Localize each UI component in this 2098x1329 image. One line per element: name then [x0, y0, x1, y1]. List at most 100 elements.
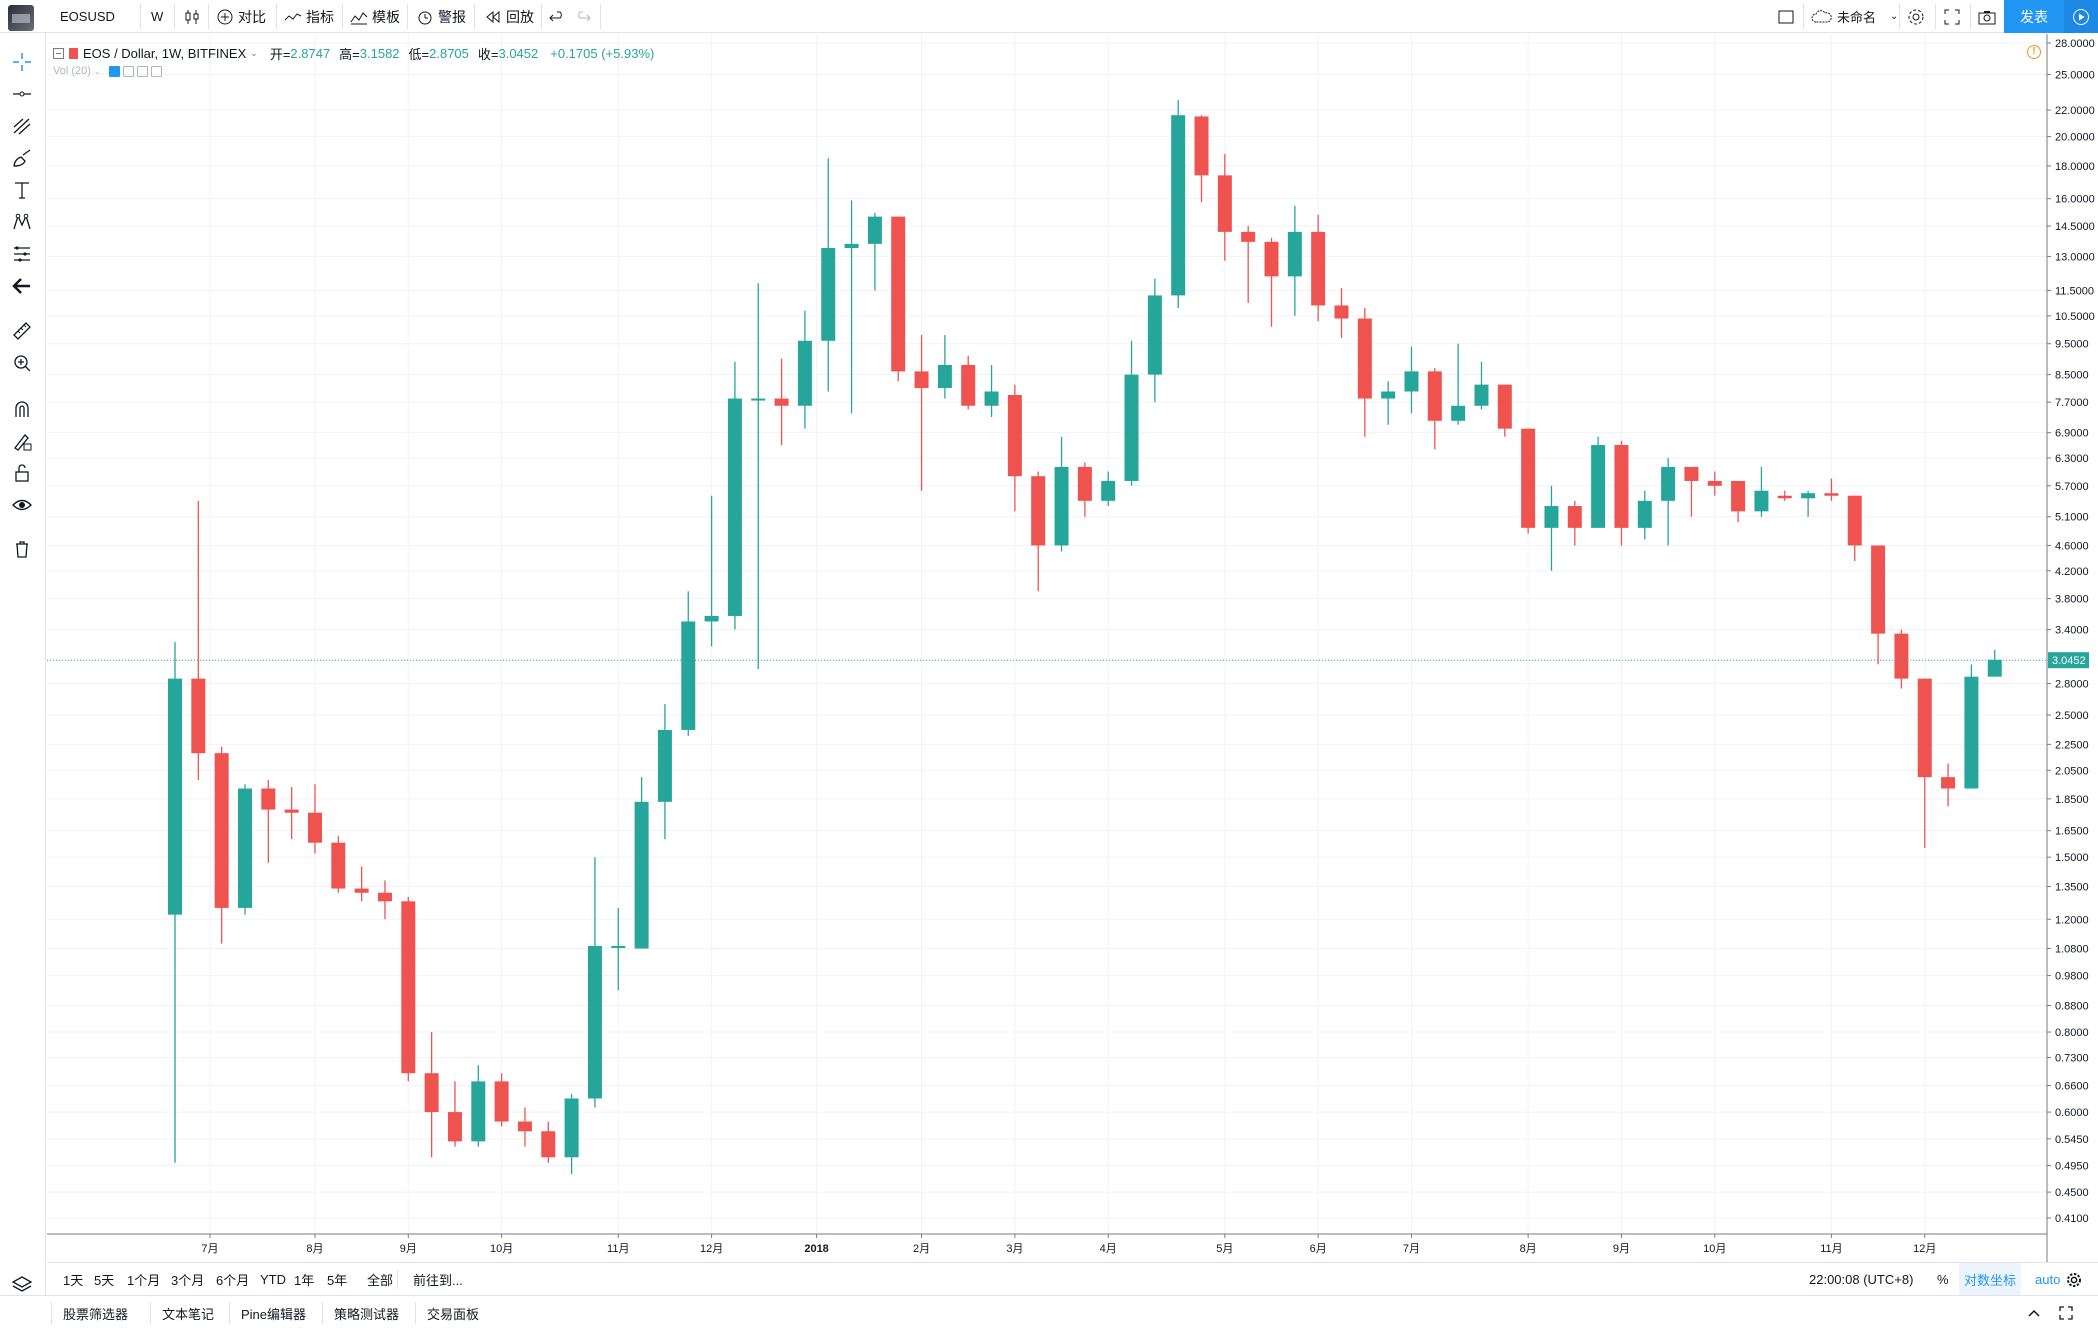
- scale-settings-button[interactable]: [2066, 1263, 2082, 1296]
- candle-body[interactable]: [1357, 318, 1372, 399]
- candle-body[interactable]: [168, 678, 182, 915]
- candle-body[interactable]: [237, 788, 252, 908]
- candle-body[interactable]: [1287, 231, 1302, 277]
- compare-button[interactable]: 对比: [216, 0, 266, 33]
- auto-scale-button[interactable]: auto: [2035, 1263, 2060, 1296]
- candle-body[interactable]: [1311, 231, 1326, 306]
- snapshot-button[interactable]: [1977, 0, 2001, 33]
- candle-body[interactable]: [914, 371, 929, 389]
- candle-body[interactable]: [1987, 659, 2002, 677]
- candle-body[interactable]: [1894, 633, 1909, 679]
- object-tree-button[interactable]: [10, 1273, 34, 1297]
- candle-body[interactable]: [1941, 777, 1956, 789]
- magnet-mode-button[interactable]: [10, 397, 34, 421]
- candle-body[interactable]: [541, 1131, 556, 1158]
- candle-body[interactable]: [284, 809, 299, 813]
- candle-body[interactable]: [1754, 490, 1769, 512]
- measure-tool[interactable]: [10, 319, 34, 343]
- remove-drawings-button[interactable]: [10, 537, 34, 561]
- candle-body[interactable]: [1474, 384, 1489, 406]
- range-button[interactable]: 6个月: [216, 1273, 250, 1288]
- range-button[interactable]: 3个月: [171, 1273, 205, 1288]
- candle-body[interactable]: [1544, 506, 1559, 528]
- brush-tool[interactable]: [10, 146, 34, 170]
- range-button[interactable]: YTD: [260, 1272, 286, 1287]
- candle-body[interactable]: [1124, 374, 1139, 481]
- candle-body[interactable]: [494, 1081, 509, 1122]
- candle-body[interactable]: [1684, 466, 1699, 481]
- candle-body[interactable]: [587, 945, 602, 1099]
- text-tool[interactable]: [10, 178, 34, 202]
- hide-drawings-button[interactable]: [10, 493, 34, 517]
- chart-style-button[interactable]: [183, 0, 205, 33]
- candle-body[interactable]: [1917, 678, 1932, 778]
- replay-button[interactable]: 回放: [484, 0, 534, 33]
- candle-body[interactable]: [401, 901, 416, 1074]
- candle-body[interactable]: [354, 888, 369, 893]
- candle-body[interactable]: [797, 340, 812, 406]
- templates-button[interactable]: 模板: [350, 0, 400, 33]
- layout-name-button[interactable]: 未命名 ⌄: [1811, 0, 1898, 33]
- hide-toolbar-button[interactable]: [10, 274, 34, 298]
- candle-body[interactable]: [1427, 371, 1442, 421]
- candle-body[interactable]: [1171, 115, 1186, 296]
- candle-body[interactable]: [1264, 241, 1279, 277]
- candle-body[interactable]: [1847, 495, 1862, 546]
- select-layout-button[interactable]: [1777, 0, 1799, 33]
- candle-body[interactable]: [1964, 676, 1979, 789]
- candle-body[interactable]: [1521, 428, 1536, 528]
- candle-body[interactable]: [1241, 231, 1256, 242]
- candle-body[interactable]: [727, 398, 742, 616]
- settings-button[interactable]: [1907, 0, 1929, 33]
- redo-button[interactable]: [574, 0, 596, 33]
- volume-more-icon[interactable]: [136, 65, 148, 77]
- candle-body[interactable]: [681, 621, 696, 730]
- panel-tab[interactable]: 股票筛选器: [63, 1306, 129, 1322]
- candle-body[interactable]: [1567, 506, 1582, 528]
- prediction-tool[interactable]: [10, 242, 34, 266]
- pitchfork-tool[interactable]: [10, 114, 34, 138]
- panel-tab[interactable]: 策略测试器: [334, 1306, 400, 1322]
- stay-in-drawing-mode-button[interactable]: [10, 429, 34, 453]
- candle-body[interactable]: [634, 801, 649, 949]
- percent-scale-button[interactable]: %: [1937, 1263, 1949, 1296]
- indicators-button[interactable]: 指标: [284, 0, 334, 33]
- alerts-button[interactable]: 警报: [416, 0, 466, 33]
- candle-body[interactable]: [1451, 405, 1466, 421]
- symbol-search[interactable]: EOSUSD: [60, 0, 115, 33]
- candle-body[interactable]: [751, 398, 766, 401]
- zoom-tool[interactable]: [10, 351, 34, 375]
- candle-body[interactable]: [1334, 305, 1349, 319]
- candle-body[interactable]: [937, 364, 952, 389]
- range-button[interactable]: 5天: [94, 1273, 115, 1288]
- candle-body[interactable]: [1007, 394, 1022, 477]
- panel-tab[interactable]: 文本笔记: [162, 1306, 215, 1322]
- undo-button[interactable]: [548, 0, 570, 33]
- candle-body[interactable]: [984, 391, 999, 406]
- range-button[interactable]: 全部: [367, 1273, 394, 1288]
- candle-body[interactable]: [377, 892, 392, 902]
- candle-body[interactable]: [704, 615, 719, 622]
- live-stream-button[interactable]: [2064, 0, 2098, 33]
- volume-hide-icon[interactable]: [122, 65, 134, 77]
- candle-body[interactable]: [307, 812, 322, 843]
- data-warning-icon[interactable]: !: [2027, 45, 2041, 59]
- legend-dropdown-icon[interactable]: ⌄: [250, 48, 258, 58]
- volume-settings-icon[interactable]: [108, 65, 120, 77]
- candle-body[interactable]: [424, 1073, 439, 1113]
- candle-body[interactable]: [331, 842, 346, 889]
- candle-body[interactable]: [1077, 466, 1092, 501]
- lock-drawings-button[interactable]: [10, 461, 34, 485]
- candle-body[interactable]: [261, 788, 276, 810]
- volume-dropdown-icon[interactable]: ⌄: [93, 66, 101, 76]
- range-button[interactable]: 1年: [294, 1273, 315, 1288]
- collapse-legend-icon[interactable]: [53, 48, 64, 59]
- candle-body[interactable]: [1801, 493, 1816, 499]
- collapse-panel-button[interactable]: [2026, 1296, 2042, 1329]
- panel-tab[interactable]: 交易面板: [427, 1306, 480, 1322]
- candle-body[interactable]: [1217, 175, 1232, 232]
- goto-date-button[interactable]: 前往到...: [413, 1263, 463, 1296]
- range-button[interactable]: 5年: [327, 1273, 348, 1288]
- candle-body[interactable]: [471, 1081, 486, 1142]
- price-chart[interactable]: 28.0000 25.0000 22.0000 20.0000 18.0000 16.00…: [47, 34, 2098, 1262]
